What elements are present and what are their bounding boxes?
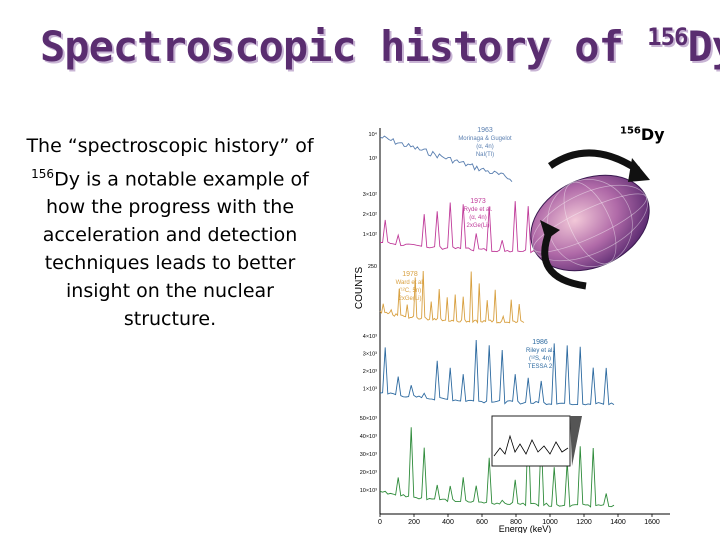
panel-label: Riley et al. (526, 348, 554, 354)
arrowhead-top-icon (628, 158, 650, 182)
y-tick-label: 4×10³ (363, 334, 377, 340)
y-tick-label: 10⁴ (369, 131, 378, 138)
y-tick-label: 30×10³ (360, 452, 377, 458)
panel-label: (¹²S, 4n) (529, 356, 551, 362)
x-tick-label: 400 (442, 519, 454, 526)
x-tick-label: 1000 (542, 519, 558, 526)
desc-mass-number: 156 (31, 167, 55, 181)
description-text: The “spectroscopic history” of 156Dy is … (20, 132, 320, 333)
panel-label: (¹²C, 5n) (399, 288, 421, 294)
y-tick-label: 2×10³ (363, 369, 377, 375)
panel-label: 2xGe(Li) (466, 223, 489, 229)
arrowhead-bottom-icon (540, 220, 560, 240)
panel-label: (α, 4n) (476, 144, 493, 150)
x-axis-label: Energy (keV) (499, 524, 552, 533)
panel-label: TESSA 2 (528, 364, 553, 370)
y-tick-label: 2×10² (363, 212, 377, 218)
x-tick-label: 0 (378, 519, 382, 526)
spectra-figure: COUNTS 10⁴ 10³ 1963 Morinaga & Gugelot (α, 4… (354, 127, 670, 533)
panel-label: 2xGe(Li) (398, 296, 421, 302)
spectrum-panel: 10⁴ 10³ 1963 Morinaga & Gugelot (α, 4n) NaI(T… (369, 127, 513, 182)
x-tick-label: 800 (510, 519, 522, 526)
desc-part-1: The “spectroscopic history” of (26, 135, 314, 157)
panel-label: (α, 4n) (469, 215, 486, 221)
panel-label: Morinaga & Gugelot (458, 136, 512, 142)
panel-label: 1973 (470, 198, 486, 205)
title-text: Spectroscopic history of (40, 22, 648, 71)
spectrum-line (379, 422, 615, 508)
y-tick-label: 20×10³ (360, 470, 377, 476)
y-tick-label: 10³ (369, 156, 377, 162)
panel-label: Ryde et al. (464, 207, 493, 213)
title-element: Dy (687, 22, 720, 71)
nucleus-label: 156Dy (620, 125, 665, 144)
y-tick-label: 40×10³ (360, 434, 377, 440)
inset-spectrum (493, 434, 569, 457)
spectrum-line (379, 270, 525, 325)
spectrum-line (379, 339, 615, 406)
desc-part-2: Dy is a notable example of how the progr… (42, 168, 309, 331)
x-tick-label: 600 (476, 519, 488, 526)
y-tick-label: 50×10³ (360, 416, 377, 422)
x-tick-label: 1600 (644, 519, 660, 526)
x-tick-label: 200 (408, 519, 420, 526)
slide-title: Spectroscopic history of 156Dy (40, 22, 720, 71)
panel-label: Ward et al. (396, 280, 425, 286)
y-tick-label: 1×10³ (363, 387, 377, 393)
y-axis-label: COUNTS (354, 267, 365, 310)
y-tick-label: 10×10³ (360, 488, 377, 494)
y-tick-label: 250 (368, 264, 377, 270)
nucleus-mass: 156 (620, 125, 641, 137)
panel-label: NaI(Tl) (476, 152, 494, 158)
y-tick-label: 3×10³ (363, 352, 377, 358)
inset-zoom-box (491, 415, 571, 467)
y-tick-label: 3×10² (363, 192, 377, 198)
inset-pointer (570, 416, 582, 466)
panel-label: 1963 (477, 127, 493, 134)
panel-label: 1986 (532, 339, 548, 346)
panel-label: 1978 (402, 271, 418, 278)
spectrum-line (379, 135, 513, 182)
x-tick-label: 1200 (576, 519, 592, 526)
spectrum-panel: 4×10³ 3×10³ 2×10³ 1×10³ 1986 Riley et al. (¹²S… (363, 334, 615, 406)
title-mass-number: 156 (647, 23, 688, 51)
x-tick-label: 1400 (610, 519, 626, 526)
rotation-arrow-top-icon (547, 149, 640, 173)
nucleus-element: Dy (640, 125, 665, 144)
deformed-nucleus-icon (530, 174, 650, 272)
spectrum-panel: 250 1978 Ward et al. (¹²C, 5n) 2xGe(Li) (368, 264, 525, 325)
y-tick-label: 1×10² (363, 232, 377, 238)
